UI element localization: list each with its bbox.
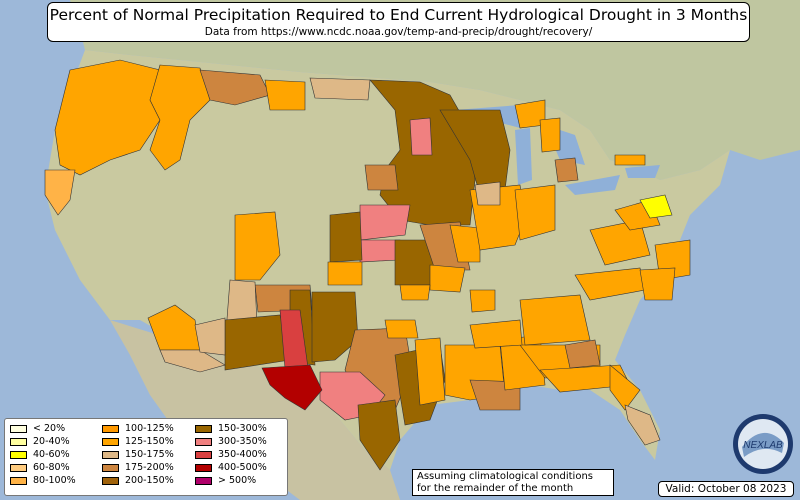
legend-item: 100-125%: [102, 422, 174, 435]
drought-region: [539, 117, 561, 153]
drought-region: [234, 211, 281, 281]
legend-swatch: [102, 476, 119, 485]
drought-region: [564, 339, 601, 369]
map-title: Percent of Normal Precipitation Required…: [49, 6, 748, 24]
legend-label: 300-350%: [218, 436, 267, 447]
legend-item: < 20%: [10, 422, 76, 435]
legend-swatch: [102, 450, 119, 459]
legend-item: 125-150%: [102, 435, 174, 448]
legend-label: 150-175%: [125, 449, 174, 460]
drought-region: [359, 239, 401, 263]
legend-swatch: [195, 463, 212, 472]
legend-label: 150-300%: [218, 423, 267, 434]
drought-region: [624, 404, 661, 446]
legend-swatch: [195, 424, 212, 433]
drought-region: [469, 289, 496, 313]
legend-swatch: [195, 437, 212, 446]
drought-region: [589, 219, 651, 266]
drought-region: [224, 314, 291, 371]
legend-swatch: [195, 476, 212, 485]
legend-swatch: [10, 476, 27, 485]
drought-region: [384, 319, 419, 339]
legend-label: 60-80%: [33, 462, 70, 473]
legend-label: 125-150%: [125, 436, 174, 447]
legend-label: 400-500%: [218, 462, 267, 473]
legend: < 20% 20-40% 40-60% 60-80% 80-100% 100-1…: [4, 418, 288, 496]
legend-column: 100-125% 125-150% 150-175% 175-200% 200-…: [102, 422, 174, 487]
drought-region: [309, 77, 371, 101]
drought-region: [614, 154, 646, 166]
drought-region: [357, 399, 401, 471]
drought-region: [639, 194, 673, 219]
logo-swoosh: [742, 432, 784, 457]
legend-column: 150-300% 300-350% 350-400% 400-500% > 50…: [195, 422, 267, 487]
note-line: Assuming climatological conditions: [417, 471, 593, 482]
drought-region: [554, 157, 579, 183]
drought-region: [261, 364, 323, 411]
drought-region: [399, 284, 431, 301]
legend-item: 60-80%: [10, 461, 76, 474]
drought-region: [609, 364, 641, 411]
drought-region: [429, 264, 466, 293]
legend-swatch: [102, 424, 119, 433]
map-subtitle: Data from https://www.ncdc.noaa.gov/temp…: [204, 26, 593, 38]
drought-region: [264, 79, 306, 111]
legend-item: 80-100%: [10, 474, 76, 487]
drought-region: [327, 261, 363, 286]
legend-label: < 20%: [33, 423, 66, 434]
assumption-note: Assuming climatological conditions for t…: [412, 469, 614, 496]
valid-date: Valid: October 08 2023: [658, 481, 794, 497]
title-box: Percent of Normal Precipitation Required…: [47, 2, 750, 42]
legend-item: 200-150%: [102, 474, 174, 487]
drought-region: [519, 294, 591, 346]
drought-region: [514, 184, 556, 241]
legend-swatch: [10, 437, 27, 446]
drought-region: [194, 317, 226, 356]
drought-region: [329, 211, 363, 263]
legend-label: > 500%: [218, 475, 257, 486]
legend-item: 350-400%: [195, 448, 267, 461]
drought-region: [364, 164, 399, 191]
legend-item: 40-60%: [10, 448, 76, 461]
legend-label: 350-400%: [218, 449, 267, 460]
drought-region: [449, 224, 481, 263]
drought-region: [474, 181, 501, 206]
drought-region: [469, 319, 523, 349]
drought-region: [639, 267, 676, 301]
drought-region: [54, 59, 171, 176]
drought-region: [359, 204, 411, 241]
legend-swatch: [10, 463, 27, 472]
legend-label: 200-150%: [125, 475, 174, 486]
drought-region: [311, 291, 359, 363]
nexlab-logo: NEXLAB: [733, 414, 793, 474]
legend-label: 80-100%: [33, 475, 76, 486]
canada-land: [70, 0, 800, 180]
legend-column: < 20% 20-40% 40-60% 60-80% 80-100%: [10, 422, 76, 487]
drought-regions: [44, 59, 691, 471]
legend-item: 150-300%: [195, 422, 267, 435]
drought-region: [159, 349, 226, 373]
legend-label: 40-60%: [33, 449, 70, 460]
note-line: for the remainder of the month: [417, 483, 574, 494]
legend-item: 175-200%: [102, 461, 174, 474]
legend-item: 300-350%: [195, 435, 267, 448]
legend-swatch: [102, 463, 119, 472]
legend-label: 100-125%: [125, 423, 174, 434]
legend-swatch: [195, 450, 212, 459]
legend-label: 20-40%: [33, 436, 70, 447]
legend-swatch: [102, 437, 119, 446]
drought-region: [414, 337, 446, 406]
logo-text: NEXLAB: [743, 440, 783, 451]
legend-item: > 500%: [195, 474, 267, 487]
drought-region: [409, 117, 433, 156]
legend-label: 175-200%: [125, 462, 174, 473]
drought-region: [199, 69, 271, 106]
legend-swatch: [10, 450, 27, 459]
legend-item: 400-500%: [195, 461, 267, 474]
legend-swatch: [10, 424, 27, 433]
drought-region: [44, 169, 76, 216]
legend-item: 150-175%: [102, 448, 174, 461]
legend-item: 20-40%: [10, 435, 76, 448]
